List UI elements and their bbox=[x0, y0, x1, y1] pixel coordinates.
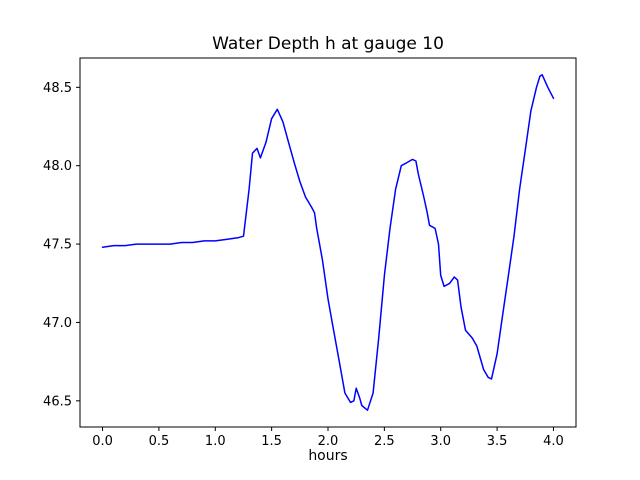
chart-title: Water Depth h at gauge 10 bbox=[212, 34, 444, 54]
x-tick-label: 1.5 bbox=[261, 434, 282, 449]
x-tick-label: 2.5 bbox=[374, 434, 395, 449]
y-tick-label: 48.0 bbox=[43, 159, 72, 174]
x-tick-label: 3.0 bbox=[430, 434, 451, 449]
water-depth-series bbox=[101, 74, 555, 411]
x-tick-label: 0.5 bbox=[149, 434, 170, 449]
x-tick-label: 0.0 bbox=[92, 434, 113, 449]
x-tick-label: 1.0 bbox=[205, 434, 226, 449]
y-tick-label: 48.5 bbox=[43, 81, 72, 96]
x-tick-label: 4.0 bbox=[543, 434, 564, 449]
x-tick-label: 3.5 bbox=[487, 434, 508, 449]
axes-frame bbox=[79, 57, 577, 428]
y-tick-label: 47.0 bbox=[43, 316, 72, 331]
y-tick-label: 46.5 bbox=[43, 394, 72, 409]
y-tick-label: 47.5 bbox=[43, 238, 72, 253]
x-tick-label: 2.0 bbox=[318, 434, 339, 449]
x-axis-label: hours bbox=[308, 448, 348, 464]
